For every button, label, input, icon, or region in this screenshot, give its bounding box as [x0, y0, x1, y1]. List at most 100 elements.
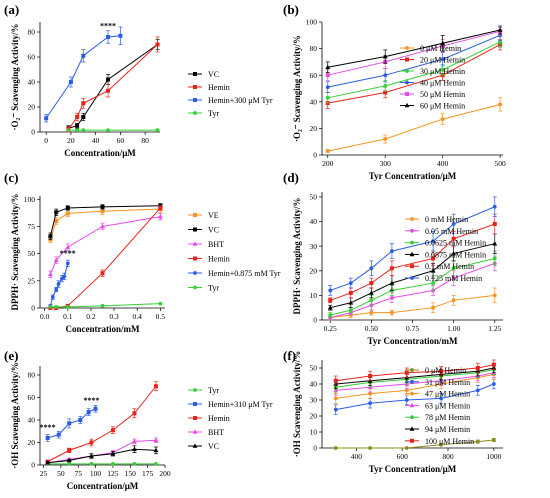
data-point [68, 80, 73, 84]
data-point [158, 205, 163, 210]
x-tick-label: 125 [107, 469, 119, 478]
data-point [325, 64, 331, 70]
legend-swatch-marker [410, 217, 414, 221]
legend-swatch-marker [409, 251, 415, 257]
legend: VE VC BHT Hemin Hemin+0.875 mM Tyr Tyr [188, 211, 281, 293]
legend-label: 100 μM Hemin [425, 437, 474, 446]
data-point [48, 271, 53, 277]
legend-swatch-marker [192, 241, 198, 246]
legend-item: 20 μM Hemin [400, 56, 465, 65]
legend-swatch-marker [193, 256, 197, 261]
legend-label: Hemin+0.875 mM Tyr [208, 269, 281, 278]
chart-panel-6: (f) 400 600 800 1000 0 10 20 30 40 50 Tyr Concentra… [283, 348, 503, 474]
data-point [75, 123, 80, 128]
data-point [328, 313, 333, 317]
legend-item: VE [188, 211, 219, 220]
data-point [389, 266, 394, 271]
legend-label: Hemin [208, 414, 230, 423]
data-point [88, 453, 94, 458]
data-point [154, 461, 158, 466]
legend-label: 60 μM Hemin [420, 102, 465, 111]
legend-swatch-marker [410, 391, 414, 396]
series-line [335, 373, 494, 399]
data-point [389, 280, 395, 285]
legend-label: Hemin+300 μM Tyr [208, 96, 273, 105]
legend-swatch-marker [193, 402, 197, 406]
data-point [430, 268, 436, 273]
data-point [48, 305, 53, 309]
data-point [440, 40, 446, 46]
legend-swatch-marker [405, 92, 409, 96]
legend-item: 0 mM Hemin [405, 215, 468, 224]
data-point [78, 418, 83, 422]
legend-label: 47 μM Hemin [425, 390, 470, 399]
panel-label: (f) [283, 348, 296, 363]
legend-item: 31 μM Hemin [405, 378, 470, 387]
x-tick-label: 600 [397, 452, 409, 461]
x-tick-label: 0.2 [86, 312, 96, 321]
y-tick-label: 20 [28, 438, 36, 447]
legend-item: Tyr [188, 284, 219, 293]
data-point [369, 266, 374, 271]
data-point [75, 128, 80, 133]
data-point [439, 369, 444, 374]
series-4 [45, 437, 159, 465]
legend: 0 μM Hemin 20 μM Hemin 30 μM Hemin 40 μM He… [400, 44, 465, 111]
series-line [327, 34, 501, 88]
legend-item: Hemin [188, 83, 230, 92]
data-point [368, 446, 373, 450]
data-point [390, 310, 394, 315]
x-axis-label: Tyr Concentration/μM [369, 464, 457, 474]
panel-label: (b) [283, 2, 299, 17]
y-tick-label: 0 [31, 304, 35, 313]
data-point [368, 290, 374, 295]
legend-swatch-marker [405, 80, 409, 85]
data-point [110, 451, 116, 456]
data-point [54, 219, 59, 224]
data-point [110, 428, 115, 433]
x-tick-label: 60 [117, 136, 125, 145]
legend-label: 0.05 mM Hemin [425, 227, 478, 236]
panel-label: (a) [4, 2, 19, 17]
legend-swatch-marker [192, 429, 198, 434]
legend-swatch-marker [192, 443, 198, 448]
data-point [65, 244, 71, 249]
series-4 [325, 29, 503, 93]
legend-swatch-marker [193, 388, 197, 392]
significance-annotation: **** [83, 396, 99, 405]
series-line [335, 364, 494, 382]
data-point [67, 461, 72, 466]
series-line [335, 372, 494, 391]
data-point [431, 239, 435, 244]
x-axis-label: Concentration/μM [64, 148, 136, 158]
y-tick-label: 100 [306, 18, 318, 27]
data-point [158, 301, 163, 306]
series-6 [328, 196, 497, 296]
data-point [431, 256, 436, 261]
x-tick-label: 0.0 [40, 312, 50, 321]
data-point [451, 298, 456, 303]
data-point [368, 391, 373, 396]
x-tick-label: 40 [92, 136, 100, 145]
legend-swatch-marker [410, 264, 414, 269]
series-2 [66, 36, 160, 133]
y-tick-label: 20 [310, 412, 318, 421]
data-point [111, 461, 115, 466]
data-point [325, 149, 330, 153]
data-point [383, 83, 388, 88]
data-point [86, 410, 91, 415]
legend-item: VC [188, 226, 219, 235]
legend-item: 0.05 mM Hemin [405, 227, 478, 236]
x-tick-label: 25 [40, 469, 48, 478]
data-point [475, 439, 480, 444]
x-tick-label: 175 [142, 469, 154, 478]
data-point [440, 67, 445, 72]
legend-swatch-marker [193, 271, 197, 275]
legend-label: Hemin+310 μM Tyr [208, 400, 273, 409]
data-point [89, 461, 94, 466]
data-point [492, 204, 497, 209]
series-2 [333, 378, 496, 415]
series-line [327, 41, 501, 99]
y-axis-label: ·OH Scavenging Activity/% [292, 351, 302, 458]
